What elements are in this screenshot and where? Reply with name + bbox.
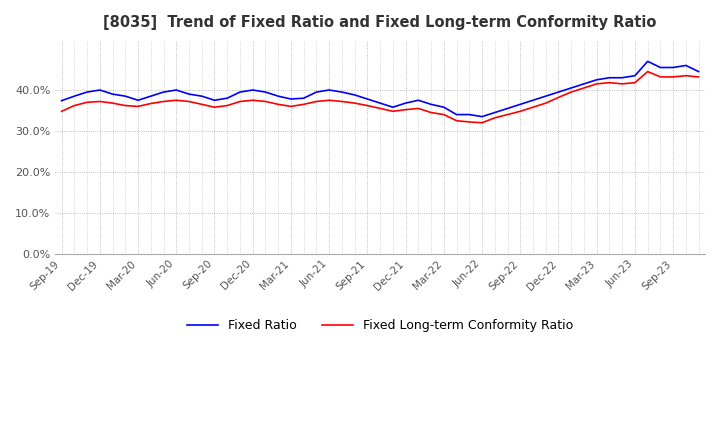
Fixed Long-term Conformity Ratio bbox=[58, 109, 66, 114]
Fixed Long-term Conformity Ratio bbox=[248, 98, 257, 103]
Line: Fixed Ratio: Fixed Ratio bbox=[62, 61, 698, 117]
Fixed Ratio bbox=[682, 63, 690, 68]
Fixed Long-term Conformity Ratio bbox=[197, 102, 206, 107]
Fixed Long-term Conformity Ratio bbox=[490, 115, 499, 121]
Fixed Long-term Conformity Ratio bbox=[261, 99, 270, 104]
Fixed Ratio bbox=[490, 110, 499, 115]
Fixed Long-term Conformity Ratio bbox=[528, 105, 537, 110]
Fixed Ratio bbox=[261, 89, 270, 95]
Fixed Long-term Conformity Ratio bbox=[694, 74, 703, 80]
Fixed Ratio bbox=[478, 114, 487, 119]
Line: Fixed Long-term Conformity Ratio: Fixed Long-term Conformity Ratio bbox=[62, 72, 698, 123]
Fixed Long-term Conformity Ratio bbox=[644, 69, 652, 74]
Fixed Ratio bbox=[694, 69, 703, 74]
Fixed Ratio bbox=[197, 94, 206, 99]
Fixed Ratio bbox=[528, 98, 537, 103]
Fixed Long-term Conformity Ratio bbox=[478, 120, 487, 125]
Fixed Ratio bbox=[248, 88, 257, 93]
Title: [8035]  Trend of Fixed Ratio and Fixed Long-term Conformity Ratio: [8035] Trend of Fixed Ratio and Fixed Lo… bbox=[104, 15, 657, 30]
Fixed Ratio bbox=[58, 98, 66, 103]
Fixed Long-term Conformity Ratio bbox=[682, 73, 690, 78]
Fixed Ratio bbox=[644, 59, 652, 64]
Legend: Fixed Ratio, Fixed Long-term Conformity Ratio: Fixed Ratio, Fixed Long-term Conformity … bbox=[182, 314, 578, 337]
